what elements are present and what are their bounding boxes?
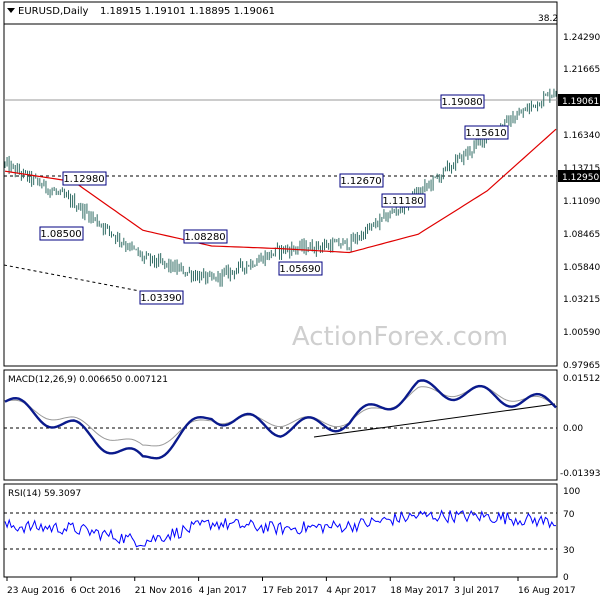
dropdown-triangle-icon[interactable] (7, 8, 15, 13)
x-axis: 23 Aug 2016 6 Oct 2016 21 Nov 2016 4 Jan 20… (6, 577, 576, 596)
rsi-title: RSI(14) 59.3097 (8, 489, 81, 499)
annotation-1: 1.12980 (62, 171, 107, 186)
symbol-label: EURUSD,Daily (18, 6, 89, 17)
last-price-box (558, 94, 600, 106)
annotation-9: 1.15610 (464, 125, 509, 140)
rsi-panel-frame (3, 483, 558, 578)
price-tick: 0.97965 (563, 361, 600, 371)
svg-text:1.12980: 1.12980 (63, 174, 104, 185)
price-tick: 1.21665 (563, 65, 600, 75)
svg-text:1.03390: 1.03390 (140, 293, 181, 304)
rsi-tick: 0 (563, 573, 569, 583)
ohlc-readout: 1.18915 1.19101 1.18895 1.19061 (100, 6, 275, 17)
macd-tick: -0.01393 (560, 469, 600, 479)
annotation-5: 1.05690 (278, 261, 323, 276)
x-tick-label: 21 Nov 2016 (135, 586, 193, 596)
rsi-tick: 70 (563, 510, 575, 520)
x-tick-label: 18 May 2017 (390, 586, 449, 596)
signal-line (4, 386, 557, 447)
annotation-3: 1.03390 (139, 290, 184, 305)
svg-text:1.15610: 1.15610 (465, 128, 506, 139)
price-tick: 1.08465 (563, 230, 600, 240)
x-tick-label: 16 Aug 2017 (518, 586, 576, 596)
support-trendline (3, 264, 151, 294)
x-tick-label: 6 Oct 2016 (71, 586, 121, 596)
svg-text:1.08280: 1.08280 (184, 232, 225, 243)
macd-tick: 0.00 (563, 424, 583, 434)
annotation-7: 1.11180 (381, 193, 426, 208)
price-tick: 1.05840 (563, 263, 600, 273)
x-tick-label: 4 Jan 2017 (199, 586, 247, 596)
annotation-labels: 1.12980 1.08500 1.03390 1.08280 1.05690 … (39, 94, 509, 305)
price-tick: 1.11090 (563, 197, 600, 207)
macd-line (4, 379, 557, 460)
price-tick: 1.00590 (563, 328, 600, 338)
svg-text:1.08500: 1.08500 (40, 229, 81, 240)
last-price-label: 1.19061 (562, 97, 599, 107)
macd-panel-frame (3, 369, 558, 481)
price-tick: 1.24290 (563, 33, 600, 43)
annotation-2: 1.08500 (39, 226, 84, 241)
level-price-label: 1.12950 (562, 173, 599, 183)
price-tick: 1.13715 (563, 164, 600, 174)
fib-label: 38.2 (538, 14, 558, 24)
x-tick-label: 23 Aug 2016 (7, 586, 65, 596)
macd-tick: 0.01512 (563, 374, 600, 384)
price-tick: 1.16340 (563, 131, 600, 141)
level-price-box (558, 170, 600, 182)
svg-text:1.05690: 1.05690 (279, 264, 320, 275)
svg-text:1.19080: 1.19080 (441, 97, 482, 108)
price-tick: 1.03215 (563, 295, 600, 305)
price-axis: 1.24290 1.21665 1.16340 1.13715 1.11090 … (558, 33, 600, 371)
annotation-8: 1.19080 (440, 94, 485, 109)
macd-trendline (313, 403, 556, 438)
macd-title: MACD(12,26,9) 0.006650 0.007121 (8, 375, 168, 385)
x-tick-label: 3 Jul 2017 (454, 586, 499, 596)
x-tick-label: 17 Feb 2017 (263, 586, 319, 596)
annotation-6: 1.12670 (339, 173, 384, 188)
x-tick-label: 4 Apr 2017 (326, 586, 376, 596)
watermark: ActionForex.com (292, 322, 508, 352)
sma-line (4, 128, 557, 254)
price-panel-frame (3, 1, 558, 367)
rsi-tick: 30 (563, 546, 575, 556)
candles-group (4, 88, 557, 287)
rsi-line (4, 509, 556, 548)
svg-text:1.12670: 1.12670 (340, 176, 381, 187)
svg-text:1.11180: 1.11180 (382, 196, 423, 207)
rsi-tick: 100 (563, 487, 580, 497)
annotation-4: 1.08280 (183, 229, 228, 244)
